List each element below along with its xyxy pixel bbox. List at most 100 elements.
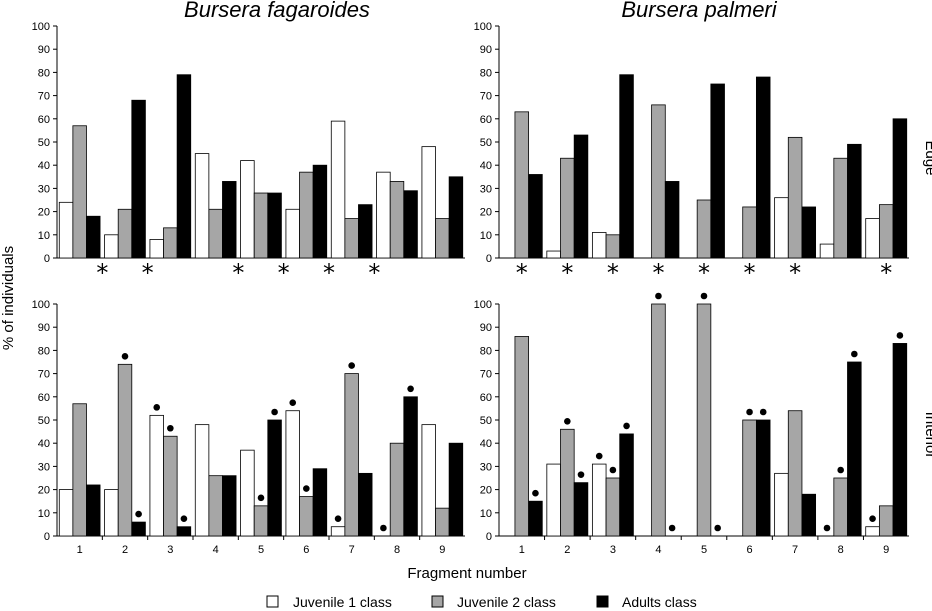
bar-juvenile1-fragment-8 bbox=[376, 171, 391, 259]
bar-juvenile2-fragment-1 bbox=[72, 403, 87, 537]
y-tick-label: 10 bbox=[38, 230, 50, 242]
bar-juvenile2-fragment-6 bbox=[742, 419, 757, 537]
x-tick-label: 6 bbox=[746, 544, 752, 556]
bar-adults-fragment-6 bbox=[755, 76, 771, 259]
bar-juvenile2-fragment-3 bbox=[163, 435, 178, 537]
y-tick-label: 100 bbox=[474, 21, 492, 33]
x-tick-label: 3 bbox=[610, 544, 616, 556]
bar-juvenile2-fragment-8 bbox=[833, 157, 848, 259]
significance-dot bbox=[609, 466, 617, 474]
significance-dot bbox=[180, 515, 188, 523]
bar-adults-fragment-3 bbox=[176, 526, 192, 537]
x-tick-label: 9 bbox=[439, 544, 445, 556]
y-tick-label: 70 bbox=[480, 369, 492, 381]
x-tick-label: 5 bbox=[258, 544, 264, 556]
panel-fagaroides-edge: 0 10 20 30 40 50 60 70 80 90 100 * * * * * * bbox=[32, 21, 465, 287]
bar-adults-fragment-2 bbox=[573, 482, 589, 537]
significance-dot bbox=[668, 524, 676, 532]
y-tick-label: 80 bbox=[38, 345, 50, 357]
bar-juvenile2-fragment-9 bbox=[878, 505, 894, 537]
x-tick-label: 9 bbox=[883, 544, 889, 556]
legend-label-juvenile1: Juvenile 1 class bbox=[293, 594, 392, 610]
x-tick-label: 8 bbox=[838, 544, 844, 556]
legend-swatch-adults bbox=[596, 595, 609, 608]
significance-dot bbox=[823, 524, 831, 532]
bar-juvenile1-fragment-9 bbox=[865, 218, 880, 259]
bar-juvenile2-fragment-8 bbox=[389, 181, 405, 259]
y-tick-label: 90 bbox=[38, 322, 50, 334]
bar-adults-fragment-8 bbox=[847, 361, 862, 537]
bar-juvenile1-fragment-7 bbox=[774, 472, 789, 537]
x-tick-label: 4 bbox=[213, 544, 219, 556]
y-tick-label: 50 bbox=[480, 137, 492, 149]
y-tick-label: 40 bbox=[38, 438, 50, 450]
bar-adults-fragment-1 bbox=[528, 174, 543, 259]
legend: Juvenile 1 class Juvenile 2 class Adults… bbox=[266, 594, 697, 610]
panel-palmeri-edge: 0 10 20 30 40 50 60 70 80 90 100 * * * * * * * * bbox=[474, 21, 909, 287]
bar-juvenile2-fragment-2 bbox=[560, 428, 575, 537]
row-label-edge: Edge bbox=[922, 140, 932, 175]
bar-juvenile2-fragment-1 bbox=[514, 336, 530, 537]
y-tick-label: 30 bbox=[480, 461, 492, 473]
significance-asterisk: * bbox=[142, 259, 154, 287]
x-tick-label: 2 bbox=[564, 544, 570, 556]
significance-asterisk: * bbox=[232, 259, 244, 287]
bar-adults-fragment-6 bbox=[755, 419, 771, 537]
bar-adults-fragment-7 bbox=[358, 204, 373, 259]
bar-juvenile2-fragment-8 bbox=[389, 442, 405, 537]
bar-adults-fragment-4 bbox=[222, 475, 237, 537]
y-tick-label: 50 bbox=[38, 137, 50, 149]
bar-adults-fragment-9 bbox=[892, 343, 908, 537]
bar-juvenile1-fragment-1 bbox=[58, 489, 74, 537]
bar-juvenile2-fragment-7 bbox=[787, 136, 803, 259]
y-tick-label: 90 bbox=[38, 44, 50, 56]
bar-juvenile2-fragment-3 bbox=[605, 477, 621, 537]
y-tick-label: 30 bbox=[38, 183, 50, 195]
significance-dot bbox=[167, 424, 174, 432]
bar-juvenile1-fragment-3 bbox=[149, 414, 164, 537]
legend-swatch-juvenile1 bbox=[266, 595, 279, 608]
x-tick-label: 1 bbox=[519, 544, 525, 556]
bar-juvenile2-fragment-2 bbox=[117, 363, 133, 537]
bar-juvenile2-fragment-5 bbox=[696, 199, 712, 259]
bar-adults-fragment-5 bbox=[267, 192, 282, 259]
legend-label-adults: Adults class bbox=[622, 594, 697, 610]
x-tick-label: 4 bbox=[655, 544, 661, 556]
panel-palmeri-interior: 0 10 20 30 40 50 60 70 80 90 100 1 2 3 4 5 6 7 8 9 bbox=[474, 292, 909, 556]
x-tick-label: 7 bbox=[349, 544, 355, 556]
significance-asterisk: * bbox=[789, 259, 801, 287]
y-tick-label: 90 bbox=[480, 322, 492, 334]
bar-juvenile2-fragment-6 bbox=[299, 496, 314, 537]
significance-dot bbox=[532, 489, 539, 497]
bar-juvenile1-fragment-9 bbox=[865, 526, 880, 537]
y-tick-label: 60 bbox=[38, 114, 50, 126]
bar-adults-fragment-6 bbox=[312, 468, 328, 537]
y-tick-label: 80 bbox=[38, 67, 50, 79]
bar-adults-fragment-8 bbox=[403, 396, 418, 537]
panel-fagaroides-interior: 0 10 20 30 40 50 60 70 80 90 100 1 2 3 4 5 6 7 8 9 bbox=[32, 299, 465, 556]
legend-swatch-juvenile2 bbox=[431, 595, 444, 608]
title-bursera-palmeri: Bursera palmeri bbox=[621, 0, 777, 22]
bar-juvenile1-fragment-7 bbox=[774, 197, 789, 259]
x-tick-label: 8 bbox=[394, 544, 400, 556]
bar-juvenile2-fragment-3 bbox=[163, 227, 178, 259]
bar-juvenile2-fragment-2 bbox=[560, 157, 575, 259]
significance-asterisk: * bbox=[96, 259, 108, 287]
bar-adults-fragment-2 bbox=[573, 134, 589, 259]
bar-juvenile1-fragment-6 bbox=[285, 208, 300, 259]
bar-juvenile2-fragment-6 bbox=[299, 171, 314, 259]
x-tick-label: 3 bbox=[167, 544, 173, 556]
bar-adults-fragment-1 bbox=[86, 215, 101, 259]
bar-adults-fragment-3 bbox=[619, 74, 634, 259]
significance-dot bbox=[623, 422, 630, 430]
bar-juvenile2-fragment-4 bbox=[208, 475, 223, 537]
significance-dot bbox=[655, 292, 662, 300]
bar-juvenile2-fragment-1 bbox=[514, 111, 530, 259]
bar-juvenile1-fragment-2 bbox=[546, 463, 561, 537]
y-tick-label: 10 bbox=[480, 230, 492, 242]
significance-dot bbox=[564, 417, 571, 425]
significance-dot bbox=[135, 510, 142, 518]
y-tick-label: 20 bbox=[480, 207, 492, 219]
significance-dot bbox=[714, 524, 721, 532]
